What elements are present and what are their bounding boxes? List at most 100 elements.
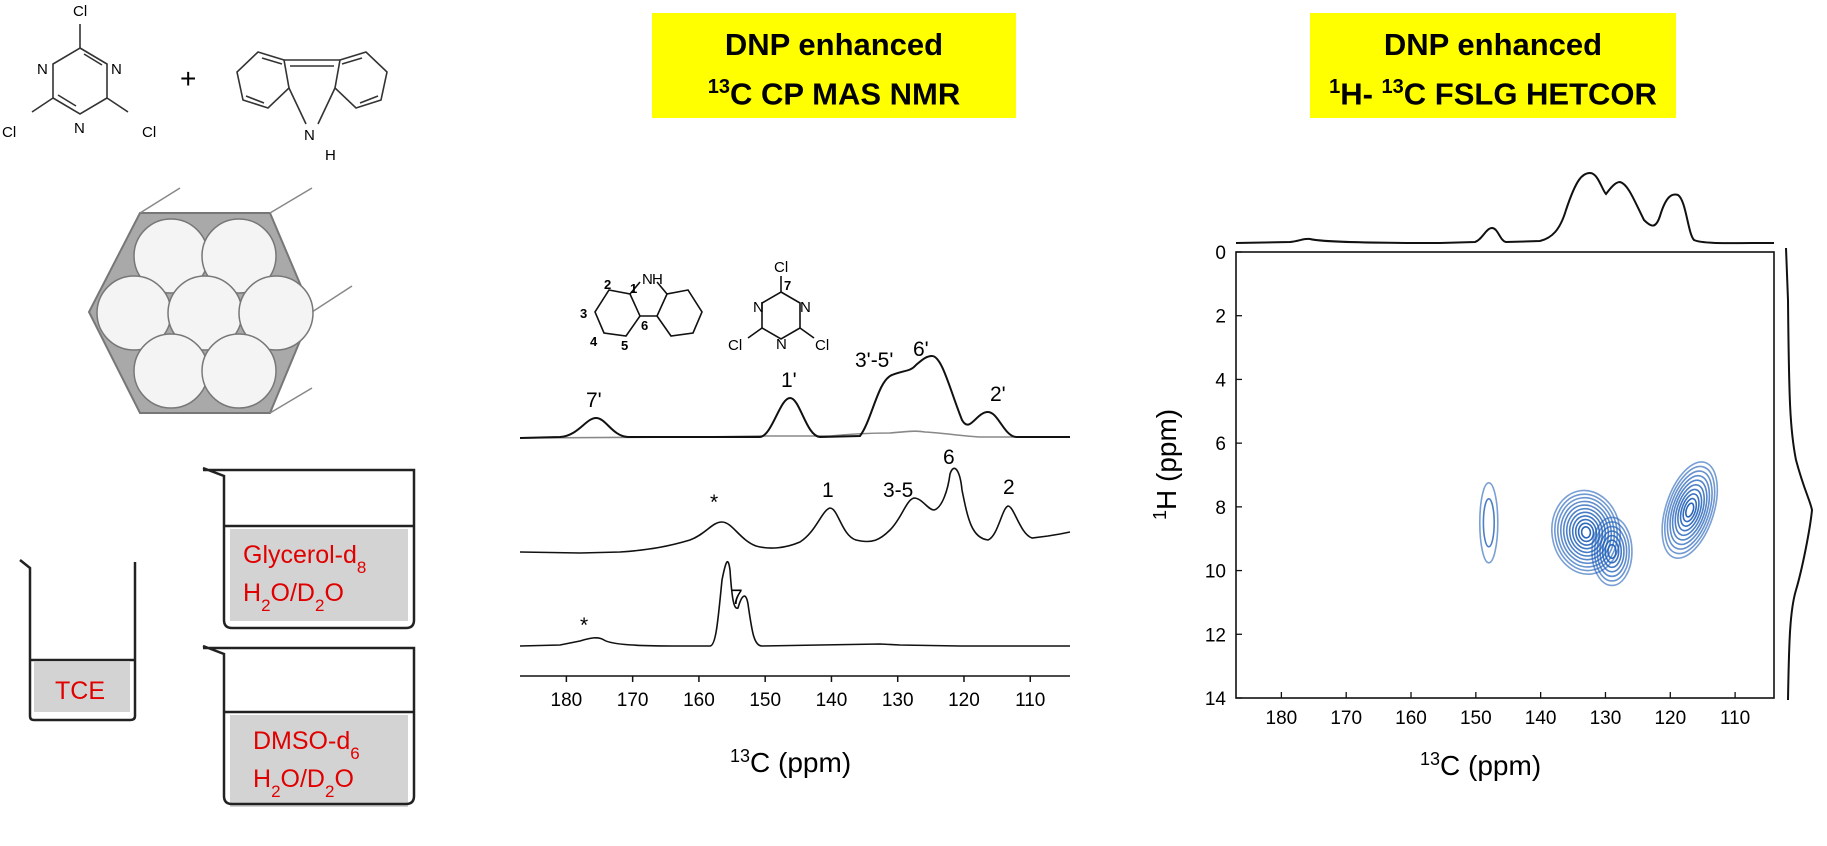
n-label-2: N — [111, 61, 122, 78]
hetcor-y-tick-label: 10 — [1205, 562, 1226, 583]
dmso-water-mid: O/D — [281, 765, 325, 793]
inset-triazine — [761, 291, 801, 340]
cp-x-title-sup: 13 — [730, 746, 750, 766]
water-sub1: 2 — [261, 596, 270, 615]
inset-cl-left: Cl — [728, 337, 742, 354]
hetcor-x-tick-label: 110 — [1720, 708, 1750, 729]
beaker-tce: TCE — [19, 559, 137, 722]
hetcor-x-axis-ticks: 180 170 160 150 140 130 120 110 — [1266, 692, 1750, 729]
hetcor-x-axis-title: 13C (ppm) — [1420, 749, 1541, 781]
cp-x-tick-label: 170 — [617, 690, 649, 711]
hetcor-y-tick-label: 12 — [1205, 625, 1226, 646]
cp-x-axis-ticks: 180 170 160 150 140 130 120 110 — [551, 676, 1045, 711]
carbazole-structure — [236, 51, 388, 125]
water-sub2: 2 — [315, 596, 324, 615]
glycerol-label: Glycerol-d8 — [243, 541, 366, 577]
contour-level — [1580, 526, 1592, 539]
cp-x-tick-label: 150 — [749, 690, 781, 711]
contour-level — [1682, 497, 1698, 523]
water-h: H — [243, 579, 261, 607]
peak-label-7: 7 — [731, 586, 743, 609]
hetcor-y-tick-label: 6 — [1215, 434, 1226, 455]
hetcor-plot-frame — [1235, 251, 1775, 699]
contour-level — [1478, 481, 1499, 564]
cp-x-tick-label: 110 — [1015, 690, 1045, 711]
contour-level — [1591, 516, 1633, 587]
hetcor-y-tick-label: 2 — [1215, 307, 1226, 328]
cyanuric-chloride-structure — [31, 24, 129, 115]
pore-2 — [201, 218, 277, 294]
inset-ring-n-1: N — [753, 299, 764, 316]
n-label-3: N — [74, 120, 85, 137]
contour-level — [1666, 470, 1713, 550]
cp-x-axis-title: 13C (ppm) — [730, 746, 851, 778]
peak-label-7p: 7' — [586, 389, 602, 412]
dmso-water-end: O — [334, 765, 353, 793]
pore-7 — [201, 333, 277, 409]
water-mid: O/D — [271, 579, 315, 607]
inset-num-5: 5 — [621, 338, 628, 353]
peak-label-3p5p: 3'-5' — [855, 349, 893, 372]
hetcor-x-title-sup: 13 — [1420, 749, 1440, 769]
hetcor-y-title-rest: H (ppm) — [1151, 409, 1182, 510]
dmso-label: DMSO-d6 — [253, 727, 360, 763]
hetcor-x-tick-label: 160 — [1395, 708, 1427, 729]
hetcor-x-tick-label: 130 — [1590, 708, 1622, 729]
inset-ring-n-2: N — [800, 299, 811, 316]
hetcor-x-tick-label: 170 — [1330, 708, 1362, 729]
hetcor-mid: H- — [1340, 76, 1382, 112]
peak-label-2p: 2' — [990, 383, 1006, 406]
dmso-water-label: H2O/D2O — [253, 765, 354, 801]
peak-label-6: 6 — [943, 446, 955, 469]
carbazole-left-ring — [236, 51, 290, 109]
cp-x-tick-label: 140 — [816, 690, 848, 711]
cp-title-sup: 13 — [707, 76, 731, 98]
inset-h-label: H — [652, 271, 663, 288]
contour-level — [1601, 534, 1623, 569]
glycerol-name: Glycerol-d — [243, 541, 357, 569]
inset-carbazole-left — [594, 289, 641, 337]
inset-n-label: N — [642, 271, 653, 288]
hetcor-x-tick-label: 150 — [1460, 708, 1492, 729]
inset-num-6: 6 — [641, 318, 648, 333]
inset-carbazole-right — [656, 289, 703, 337]
glycerol-sub: 8 — [357, 558, 366, 577]
water-end: O — [324, 579, 343, 607]
dmso-water-sub1: 2 — [271, 782, 280, 801]
peak-label-6p: 6' — [913, 338, 929, 361]
hetcor-y-axis-ticks: 0 2 4 6 8 10 12 14 — [1205, 243, 1242, 710]
cp-top-gray-trace — [519, 430, 1070, 439]
hetcor-y-tick-label: 14 — [1205, 689, 1227, 710]
triazine-ring — [52, 47, 108, 115]
contour-level — [1482, 497, 1495, 548]
glycerol-water-label: H2O/D2O — [243, 579, 344, 615]
contour-level — [1607, 543, 1617, 560]
hetcor-1h-projection — [1785, 247, 1814, 701]
cp-x-tick-label: 120 — [948, 690, 980, 711]
inset-num-3: 3 — [580, 306, 587, 321]
contour-level — [1671, 479, 1708, 541]
contour-level — [1593, 521, 1631, 582]
carbazole-n-label: N — [304, 127, 315, 144]
cp-middle-trace — [519, 467, 1071, 554]
pore-6 — [133, 333, 209, 409]
cl-label-right: Cl — [142, 124, 156, 141]
inset-ring-n-3: N — [776, 336, 787, 353]
contour-level — [1685, 502, 1695, 518]
peak-label-3-5: 3-5 — [883, 479, 913, 502]
contour-level — [1664, 465, 1716, 555]
peak-label-1: 1 — [822, 479, 834, 502]
dmso-water-sub2: 2 — [325, 782, 334, 801]
inset-num-2: 2 — [604, 277, 611, 292]
cp-title-rest: C CP MAS NMR — [730, 76, 961, 112]
cp-x-tick-label: 160 — [683, 690, 715, 711]
cl-label-top: Cl — [73, 3, 87, 20]
contour-level — [1568, 511, 1604, 554]
hetcor-sup-13c: 13 — [1381, 76, 1404, 98]
contour-level — [1556, 496, 1616, 568]
cp-top-trace — [519, 354, 1070, 439]
hetcor-x-tick-label: 120 — [1654, 708, 1686, 729]
dmso-water-h: H — [253, 765, 271, 793]
